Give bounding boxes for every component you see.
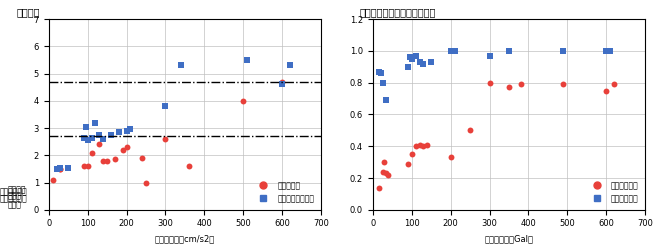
X-axis label: 最大加速度（Gal）: 最大加速度（Gal）: [484, 234, 533, 243]
Point: [558, 49, 569, 53]
Point: [86, 150, 97, 154]
Point: [426, 60, 436, 64]
Point: [114, 130, 124, 134]
Point: [383, 173, 393, 177]
Point: [411, 54, 421, 58]
Point: [484, 54, 495, 58]
Point: [418, 62, 429, 66]
Point: [82, 138, 93, 142]
Point: [381, 171, 392, 175]
Point: [63, 166, 73, 170]
Text: 不安・恐怖を感じた人の割合: 不安・恐怖を感じた人の割合: [359, 7, 436, 17]
Point: [378, 81, 388, 85]
Point: [446, 49, 456, 53]
Point: [176, 64, 186, 68]
Point: [110, 158, 120, 162]
Point: [98, 137, 108, 141]
Text: 立てる: 立てる: [8, 192, 22, 201]
Point: [504, 49, 514, 53]
Point: [86, 136, 97, 140]
Point: [605, 49, 615, 53]
Point: [411, 144, 421, 148]
Point: [374, 70, 384, 73]
Point: [121, 129, 132, 133]
Point: [242, 58, 253, 62]
Point: [51, 167, 62, 171]
Point: [414, 143, 425, 147]
Point: [106, 133, 116, 137]
Point: [558, 82, 569, 86]
Point: [55, 166, 66, 170]
Point: [141, 180, 151, 184]
Point: [277, 82, 288, 86]
Text: 【起立限界】: 【起立限界】: [0, 187, 28, 196]
Point: [48, 178, 58, 182]
Point: [403, 162, 413, 166]
Point: [422, 143, 432, 147]
Text: 歩ける: 歩ける: [8, 200, 22, 209]
Point: [484, 81, 495, 85]
Point: [117, 148, 128, 152]
Point: [601, 88, 612, 92]
Point: [277, 80, 288, 84]
Point: [98, 159, 108, 163]
Point: [137, 156, 147, 160]
Point: [121, 145, 132, 149]
Point: [94, 142, 105, 146]
Point: [82, 164, 93, 168]
Legend: 恐怖を感じた, 不安を感じた: 恐怖を感じた, 不安を感じた: [586, 178, 642, 206]
Point: [94, 133, 105, 137]
Legend: 行動した人, じっとしていた人: 行動した人, じっとしていた人: [253, 178, 317, 206]
Point: [374, 186, 384, 190]
Point: [465, 128, 475, 132]
Point: [378, 170, 388, 174]
Point: [376, 71, 386, 75]
Point: [55, 167, 66, 171]
Point: [449, 49, 460, 53]
Point: [160, 137, 171, 141]
Point: [609, 82, 619, 86]
Point: [81, 125, 91, 129]
Point: [90, 120, 101, 124]
Point: [446, 155, 456, 159]
Point: [160, 104, 171, 108]
X-axis label: 最大加速度（cm/s2）: 最大加速度（cm/s2）: [155, 234, 215, 243]
Text: 立てない: 立てない: [8, 185, 26, 194]
Point: [381, 98, 392, 102]
Point: [405, 55, 415, 59]
Point: [284, 64, 295, 68]
Point: [55, 167, 66, 171]
Point: [407, 57, 417, 61]
Text: 行動難度: 行動難度: [16, 7, 40, 17]
Point: [403, 65, 413, 69]
Text: 【歩行限界】: 【歩行限界】: [0, 195, 28, 204]
Point: [418, 144, 429, 148]
Point: [515, 82, 526, 86]
Point: [79, 136, 89, 140]
Point: [125, 128, 136, 132]
Point: [504, 86, 514, 89]
Point: [102, 159, 112, 163]
Point: [183, 164, 194, 168]
Point: [238, 99, 249, 103]
Point: [601, 49, 612, 53]
Point: [79, 164, 89, 168]
Point: [414, 60, 425, 64]
Point: [407, 152, 417, 156]
Point: [379, 160, 390, 164]
